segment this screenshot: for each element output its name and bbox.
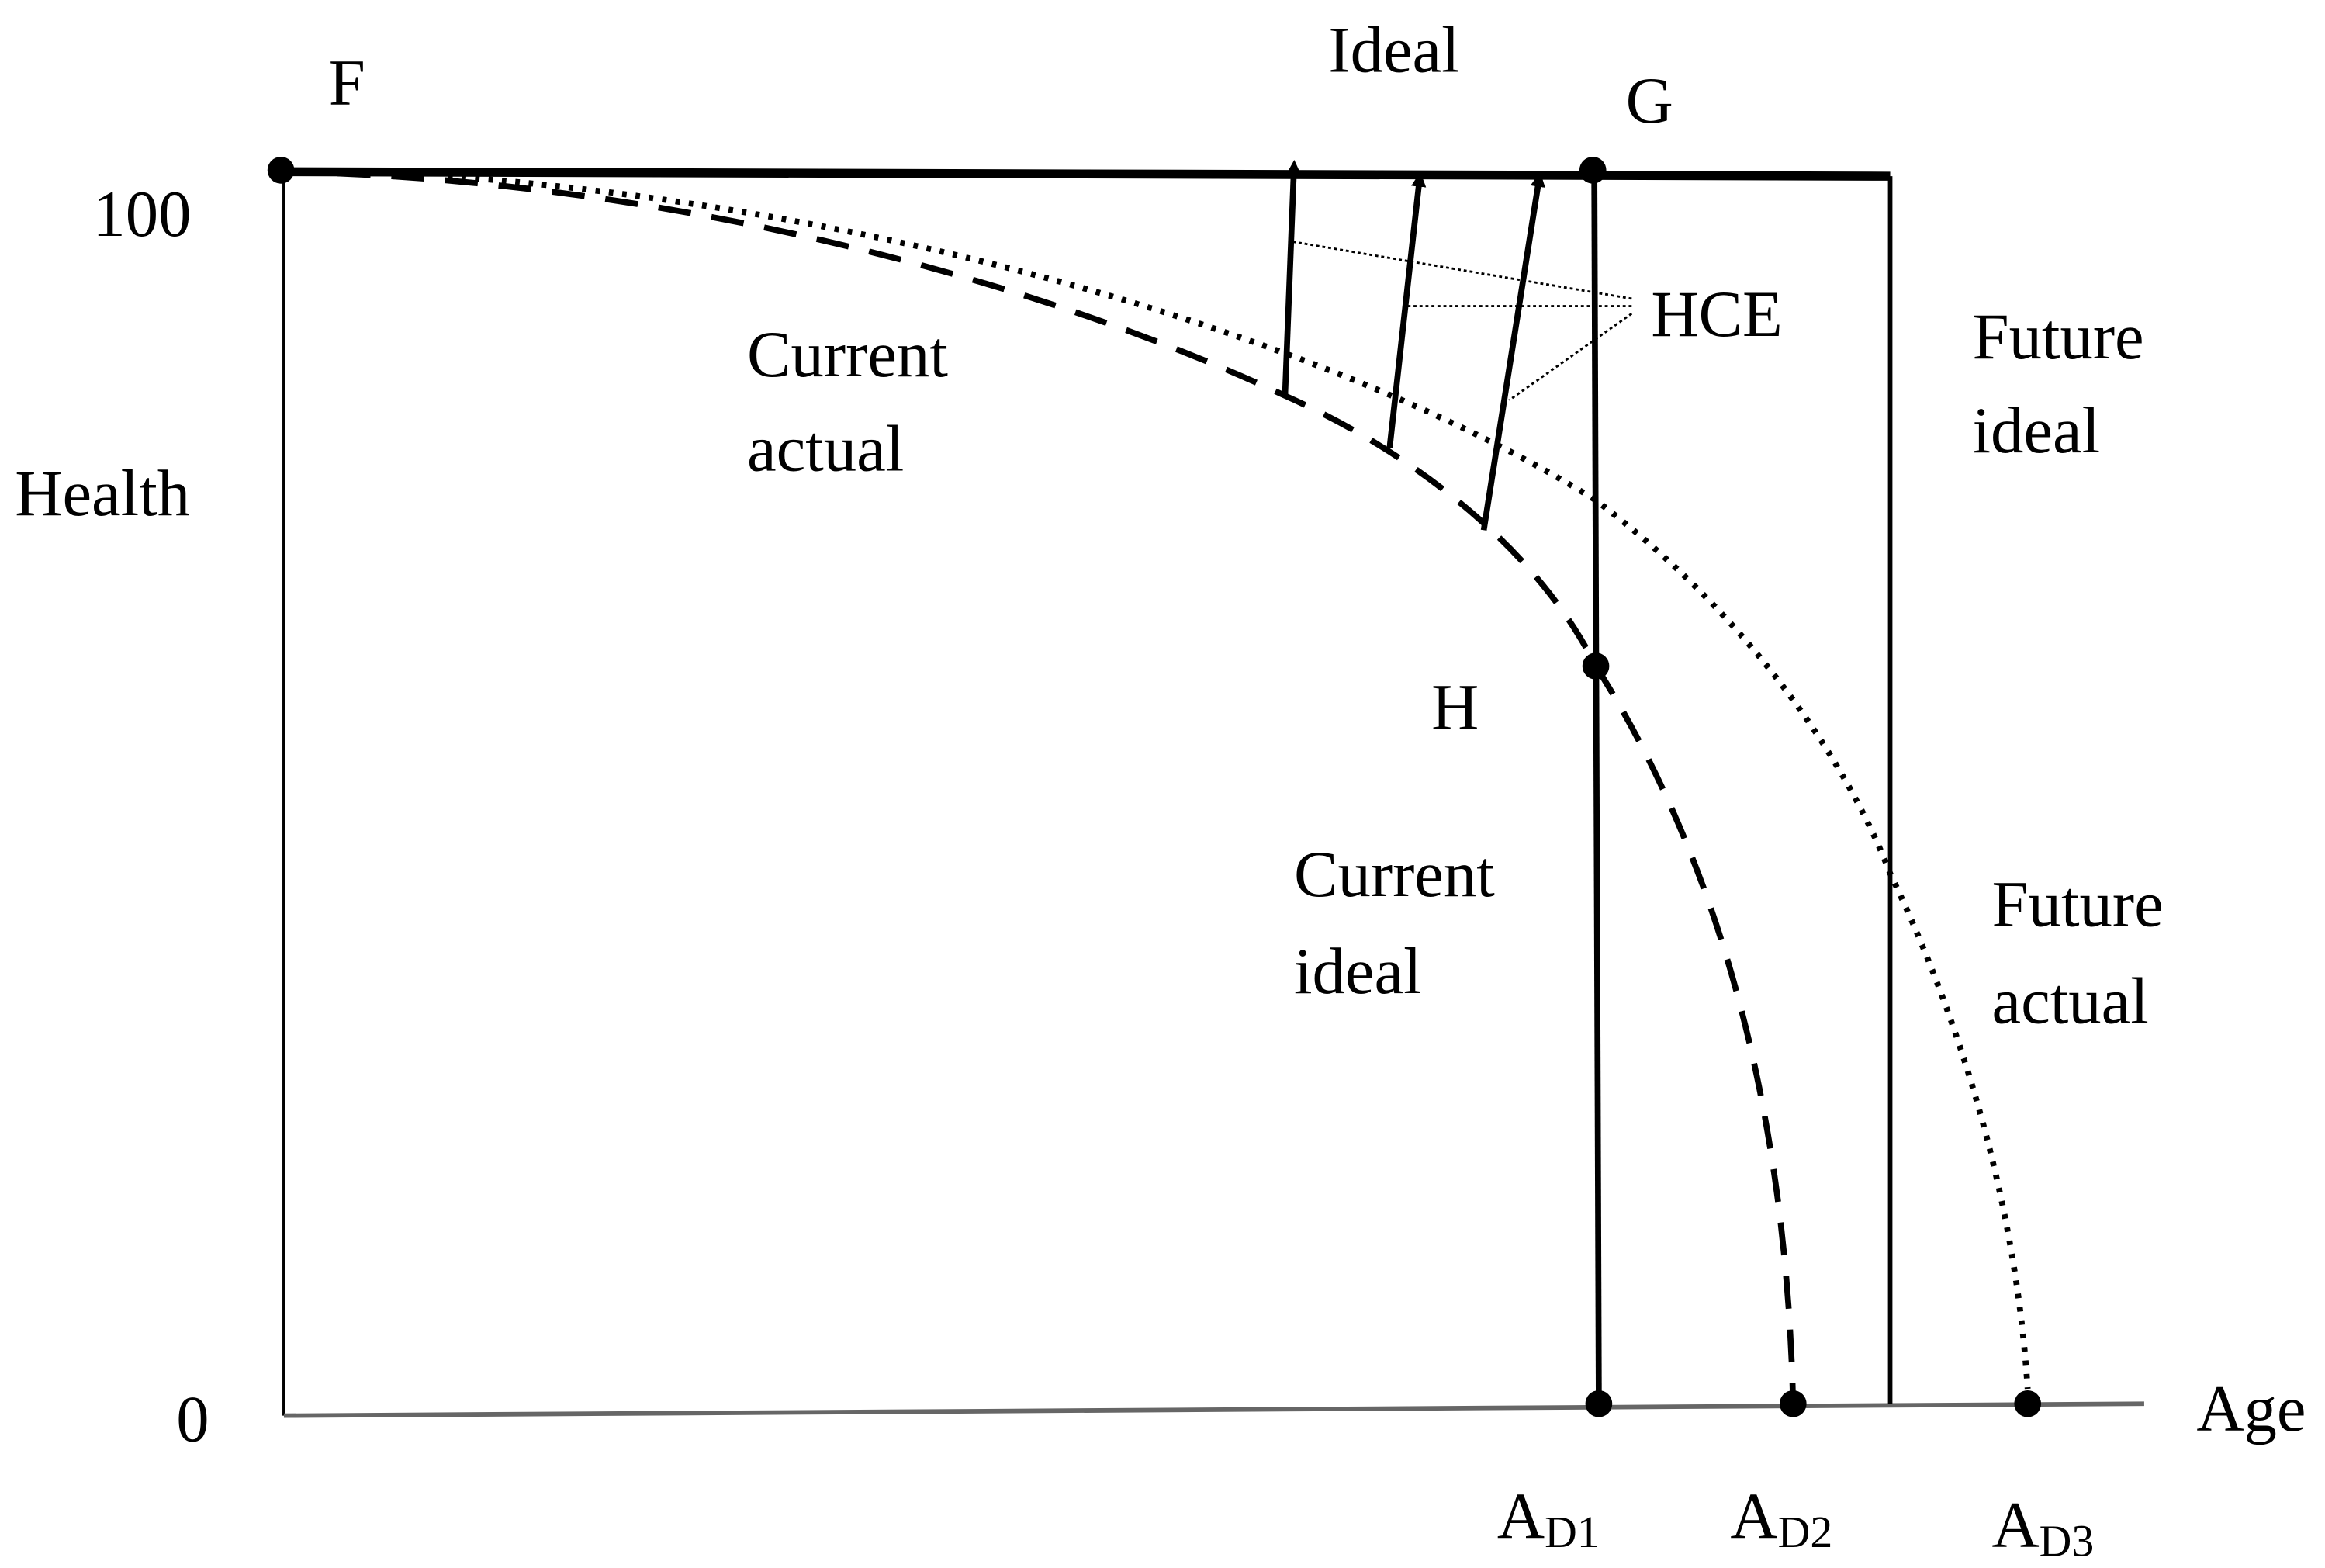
point-label: F	[329, 47, 365, 119]
y-top-label: 100	[92, 178, 191, 251]
age-main: A	[1497, 1481, 1545, 1553]
point-label: G	[1626, 65, 1673, 137]
curve-label: ideal	[1972, 395, 2100, 467]
hce-arrow	[1386, 171, 1427, 448]
current-actual-curve	[283, 168, 1797, 1404]
ideal-label: Ideal	[1328, 14, 1459, 86]
points	[267, 157, 2042, 1417]
current-ideal-line	[1591, 171, 1602, 1404]
age-sub: D3	[2040, 1518, 2095, 1566]
age-main: A	[1991, 1490, 2039, 1562]
age-main: A	[1730, 1481, 1777, 1553]
curve-label: actual	[747, 413, 904, 485]
curve-label: ideal	[1294, 936, 1422, 1008]
age-label: AD2	[1730, 1481, 1832, 1558]
hce-pointers	[1293, 241, 1633, 402]
future-actual-curve	[448, 173, 2031, 1390]
y-bottom-label: 0	[176, 1383, 209, 1456]
x-axis	[283, 1401, 2144, 1418]
age-label: AD3	[1991, 1490, 2094, 1566]
curve-label: Current	[747, 319, 948, 391]
x-axis-label: Age	[2196, 1373, 2306, 1445]
age-sub: D2	[1778, 1508, 1833, 1557]
age-sub: D1	[1545, 1508, 1600, 1557]
hce-label: HCE	[1651, 279, 1782, 351]
curve-label: actual	[1991, 965, 2148, 1037]
curve-label: Current	[1294, 839, 1495, 911]
hce-arrow	[1480, 171, 1545, 531]
point-label: H	[1431, 671, 1479, 743]
curve-label: Future	[1991, 868, 2163, 940]
y-axis-label: Health	[15, 458, 190, 530]
age-label: AD1	[1497, 1481, 1600, 1558]
hce-arrow	[1282, 159, 1302, 396]
curve-label: Future	[1972, 301, 2143, 373]
ideal-line	[283, 167, 1891, 181]
